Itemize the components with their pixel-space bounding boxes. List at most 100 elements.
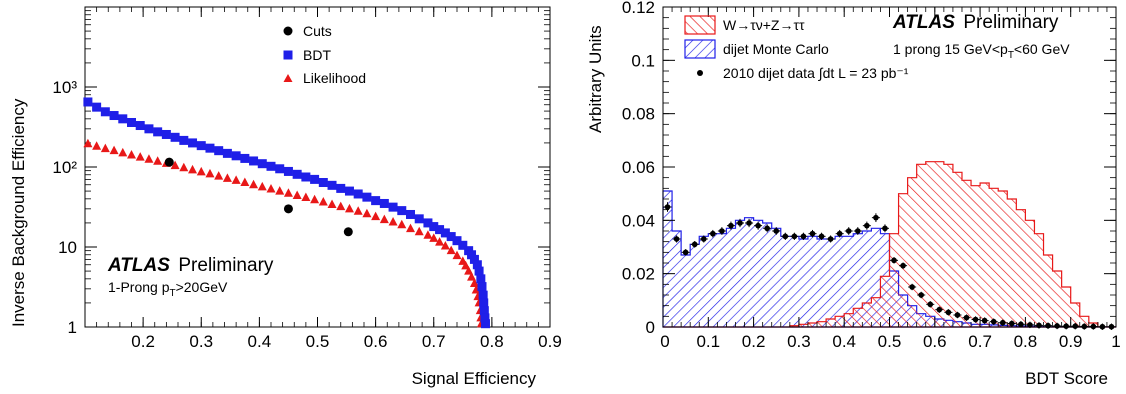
roc-point-bdt	[435, 225, 445, 235]
roc-point-bdt	[196, 141, 206, 151]
roc-point-bdt	[170, 132, 180, 142]
roc-point-likelihood	[429, 233, 439, 242]
roc-annotation: 1-Prong p	[108, 279, 170, 295]
roc-x-tick-label: 0.7	[422, 332, 446, 351]
roc-point-likelihood	[379, 214, 389, 224]
data-point	[764, 225, 770, 232]
data-point	[990, 318, 997, 325]
roc-point-bdt	[474, 266, 484, 276]
data-point	[918, 292, 925, 298]
data-point	[864, 222, 870, 229]
bdt-annotation: 1 prong 15 GeV<p	[893, 41, 1008, 57]
data-point	[999, 319, 1006, 326]
roc-point-bdt	[283, 166, 293, 176]
roc-point-likelihood	[318, 197, 328, 206]
bdt-atlas-label: ATLAS Preliminary 1 prong 15 GeV<pT<60 G…	[892, 12, 1070, 61]
roc-point-bdt	[446, 232, 456, 242]
roc-point-bdt	[480, 319, 490, 329]
bdt-x-tick-label: 0.5	[878, 332, 902, 351]
data-point	[737, 220, 743, 226]
roc-point-bdt	[469, 254, 479, 264]
atlas-brand-right: ATLAS	[892, 12, 955, 33]
roc-point-likelihood	[188, 164, 198, 174]
roc-point-bdt	[388, 202, 398, 212]
data-point	[891, 257, 897, 264]
bdt-annotation-tail: <60 GeV	[1014, 41, 1070, 57]
data-point	[1027, 322, 1033, 328]
roc-point-likelihood	[397, 219, 407, 229]
data-point	[972, 316, 979, 323]
roc-point-likelihood	[100, 143, 110, 153]
roc-point-bdt	[100, 107, 110, 117]
roc-point-bdt	[275, 164, 285, 174]
roc-point-bdt	[414, 214, 424, 224]
roc-point-bdt	[379, 198, 389, 208]
roc-y-tick-label: 10³	[52, 78, 77, 97]
roc-point-cuts	[343, 227, 353, 237]
data-point	[954, 312, 961, 318]
bdt-x-tick-label: 0.8	[1014, 332, 1038, 351]
bdt-y-tick-label: 0.08	[622, 105, 655, 124]
bdt-x-tick-label: 0.4	[832, 332, 856, 351]
roc-point-likelihood	[127, 150, 136, 159]
roc-point-bdt	[336, 183, 346, 193]
bdt-y-tick-label: 0.04	[622, 211, 655, 230]
roc-point-bdt	[467, 250, 477, 260]
roc-point-bdt	[179, 135, 189, 145]
data-point	[809, 230, 816, 237]
data-point	[710, 230, 716, 237]
roc-x-tick-label: 0.3	[189, 332, 213, 351]
bdt-x-tick-label: 0.1	[696, 332, 720, 351]
data-point	[673, 236, 680, 242]
roc-point-bdt	[109, 111, 119, 121]
roc-point-bdt	[240, 153, 250, 163]
roc-point-bdt	[188, 138, 198, 148]
roc-point-likelihood	[92, 141, 102, 150]
bdt-x-tick-label: 0.9	[1059, 332, 1083, 351]
data-point	[664, 204, 671, 210]
roc-point-likelihood	[327, 199, 337, 208]
roc-annotation-sub: T	[169, 288, 175, 299]
roc-point-likelihood	[467, 272, 477, 281]
roc-point-bdt	[472, 260, 482, 270]
data-point	[800, 233, 807, 240]
bdt-x-tick-label: 1	[1111, 332, 1120, 351]
svg-text:1-Prong pT>20GeV: 1-Prong pT>20GeV	[108, 279, 228, 299]
data-point	[1054, 323, 1060, 329]
roc-point-bdt	[423, 218, 433, 228]
roc-x-axis-title: Signal Efficiency	[412, 369, 537, 388]
bdt-x-tick-label: 0.7	[968, 332, 992, 351]
roc-y-tick-label: 10	[58, 238, 77, 257]
bdt-y-tick-label: 0.02	[622, 265, 655, 284]
roc-point-likelihood	[362, 208, 372, 218]
roc-point-bdt	[318, 178, 328, 188]
roc-point-likelihood	[344, 203, 354, 213]
bdt-y-axis-title: Arbitrary Units	[586, 25, 605, 133]
roc-point-likelihood	[452, 250, 462, 260]
bdt-annotation-sub: T	[1008, 50, 1014, 61]
data-point	[755, 222, 761, 229]
bdt-legend: W→τν+Z→ττ dijet Monte Carlo 2010 dijet d…	[684, 15, 909, 81]
data-point	[836, 230, 843, 237]
atlas-preliminary-right: Preliminary	[963, 12, 1059, 33]
data-point	[900, 262, 906, 269]
roc-point-likelihood	[275, 186, 285, 195]
roc-point-likelihood	[371, 211, 381, 221]
roc-y-tick-labels: 1 10 10² 10³	[52, 78, 77, 337]
roc-point-bdt	[406, 209, 415, 219]
roc-point-bdt	[292, 169, 302, 179]
roc-point-likelihood	[414, 226, 424, 236]
data-point	[882, 225, 888, 232]
data-point	[1018, 321, 1024, 328]
roc-point-bdt	[231, 151, 241, 161]
roc-point-bdt	[452, 236, 462, 246]
roc-point-bdt	[161, 129, 171, 139]
roc-point-bdt	[371, 196, 381, 206]
roc-point-bdt	[480, 313, 490, 323]
data-point	[936, 306, 943, 313]
roc-point-bdt	[458, 240, 468, 250]
roc-point-likelihood	[135, 152, 145, 161]
roc-annotation-tail: >20GeV	[176, 279, 228, 295]
bdt-y-tick-label: 0.1	[631, 51, 655, 70]
data-point	[873, 214, 879, 221]
